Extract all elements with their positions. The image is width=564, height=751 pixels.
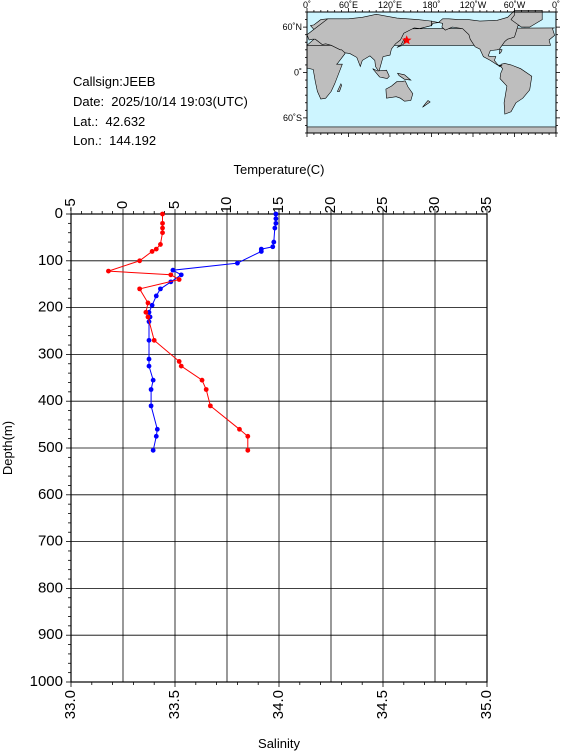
- temperature-data-point: [153, 293, 159, 299]
- temperature-data-point: [146, 363, 152, 369]
- temperature-tick-label: 30: [426, 197, 443, 214]
- temperature-data-point: [178, 272, 184, 278]
- salinity-tick-label: 34.0: [270, 690, 287, 719]
- temperature-data-point: [270, 244, 276, 250]
- temperature-data-point: [273, 220, 279, 226]
- map-lat-label: 60˚N: [282, 22, 302, 32]
- temperature-axis-title: Temperature(C): [233, 162, 324, 177]
- salinity-data-point: [160, 230, 165, 236]
- salinity-data-point: [149, 249, 155, 254]
- depth-tick-label: 100: [38, 252, 63, 269]
- map-lon-label: 0˚: [552, 0, 560, 10]
- temperature-tick-label: -5: [62, 198, 79, 211]
- salinity-tick-label: 34.5: [374, 690, 391, 719]
- temperature-tick-label: 20: [322, 197, 339, 214]
- salinity-data-point: [237, 426, 242, 432]
- depth-tick-label: 500: [38, 439, 63, 456]
- salinity-data-point: [160, 211, 165, 217]
- temperature-tick-label: 0: [114, 201, 131, 209]
- temperature-data-point: [153, 433, 159, 439]
- salinity-data-point: [145, 314, 151, 320]
- salinity-data-point: [106, 268, 111, 274]
- temperature-data-point: [158, 286, 163, 292]
- salinity-data-point: [168, 272, 174, 278]
- date-label: Date: 2025/10/14 19:03(UTC): [73, 94, 248, 109]
- temperature-data-point: [150, 447, 156, 453]
- depth-tick-label: 900: [38, 626, 63, 643]
- depth-axis-title: Depth(m): [0, 421, 15, 475]
- salinity-data-point: [176, 277, 182, 282]
- salinity-data-point: [160, 225, 165, 231]
- salinity-data-point: [151, 337, 157, 343]
- map-landmass-3: [385, 80, 414, 102]
- temperature-tick-label: 10: [218, 197, 235, 214]
- map-lat-label: 60˚S: [283, 113, 302, 123]
- depth-tick-label: 600: [38, 486, 63, 503]
- depth-tick-label: 700: [38, 533, 63, 550]
- temperature-data-point: [148, 387, 154, 392]
- station-marker-icon: [402, 35, 412, 45]
- salinity-data-point: [245, 447, 251, 453]
- temperature-tick-label: 5: [166, 201, 183, 209]
- longitude-label: Lon.: 144.192: [73, 133, 157, 148]
- depth-tick-label: 200: [38, 299, 63, 316]
- salinity-data-point: [137, 286, 143, 292]
- map-landmass-7: [431, 10, 543, 115]
- salinity-data-point: [158, 242, 163, 247]
- map-landmass-10: [336, 83, 342, 92]
- salinity-data-point: [143, 309, 149, 315]
- map-lon-label: 0˚: [303, 0, 311, 10]
- salinity-axis-title: Salinity: [258, 736, 300, 751]
- temperature-data-point: [235, 260, 240, 266]
- salinity-data-point: [145, 300, 151, 306]
- map-landmass-11: [422, 100, 431, 108]
- salinity-data-point: [199, 377, 205, 383]
- depth-tick-label: 400: [38, 392, 63, 409]
- salinity-tick-label: 33.0: [62, 690, 79, 719]
- salinity-tick-label: 35.0: [478, 690, 495, 719]
- map-landmass-5: [372, 68, 390, 79]
- salinity-data-point: [203, 387, 209, 392]
- salinity-data-point: [176, 359, 182, 364]
- map-lon-label: 120˚W: [460, 0, 487, 10]
- temperature-data-point: [258, 249, 264, 254]
- temperature-data-point: [146, 337, 152, 343]
- temperature-data-point: [150, 377, 156, 383]
- temperature-series-line: [148, 214, 277, 451]
- temperature-data-point: [146, 356, 152, 362]
- salinity-data-point: [137, 258, 143, 264]
- temperature-data-point: [148, 403, 154, 409]
- temperature-data-point: [271, 239, 277, 245]
- temperature-data-point: [170, 267, 176, 273]
- salinity-tick-label: 33.5: [166, 690, 183, 719]
- temperature-tick-label: 25: [374, 197, 391, 214]
- temperature-tick-label: 15: [270, 197, 287, 214]
- temperature-data-point: [272, 225, 278, 231]
- latitude-label: Lat.: 42.632: [73, 114, 146, 129]
- depth-tick-label: 800: [38, 579, 63, 596]
- salinity-data-point: [207, 403, 213, 409]
- temperature-data-point: [273, 211, 279, 217]
- map-lon-label: 120˚E: [378, 0, 402, 10]
- map-landmass-6: [396, 72, 412, 81]
- depth-tick-label: 300: [38, 345, 63, 362]
- map-lon-label: 180˚: [422, 0, 440, 10]
- salinity-data-point: [153, 246, 159, 252]
- map-lat-label: 0˚: [294, 68, 302, 78]
- map-lon-label: 60˚E: [339, 0, 358, 10]
- salinity-data-point: [245, 433, 251, 439]
- temperature-data-point: [154, 426, 160, 432]
- location-map: 0˚ 60˚E 120˚E 180˚ 120˚W 60˚W 0˚ 60˚N 0˚ 60˚S: [282, 0, 560, 137]
- temperature-data-point: [149, 302, 155, 308]
- temperature-tick-label: 35: [478, 197, 495, 214]
- salinity-data-point: [160, 220, 165, 226]
- map-lon-label: 60˚W: [504, 0, 526, 10]
- salinity-data-point: [178, 363, 184, 369]
- callsign-label: Callsign:JEEB: [73, 74, 156, 89]
- depth-tick-label: 0: [55, 205, 63, 222]
- temperature-data-point: [273, 216, 279, 222]
- depth-tick-label: 1000: [30, 673, 63, 690]
